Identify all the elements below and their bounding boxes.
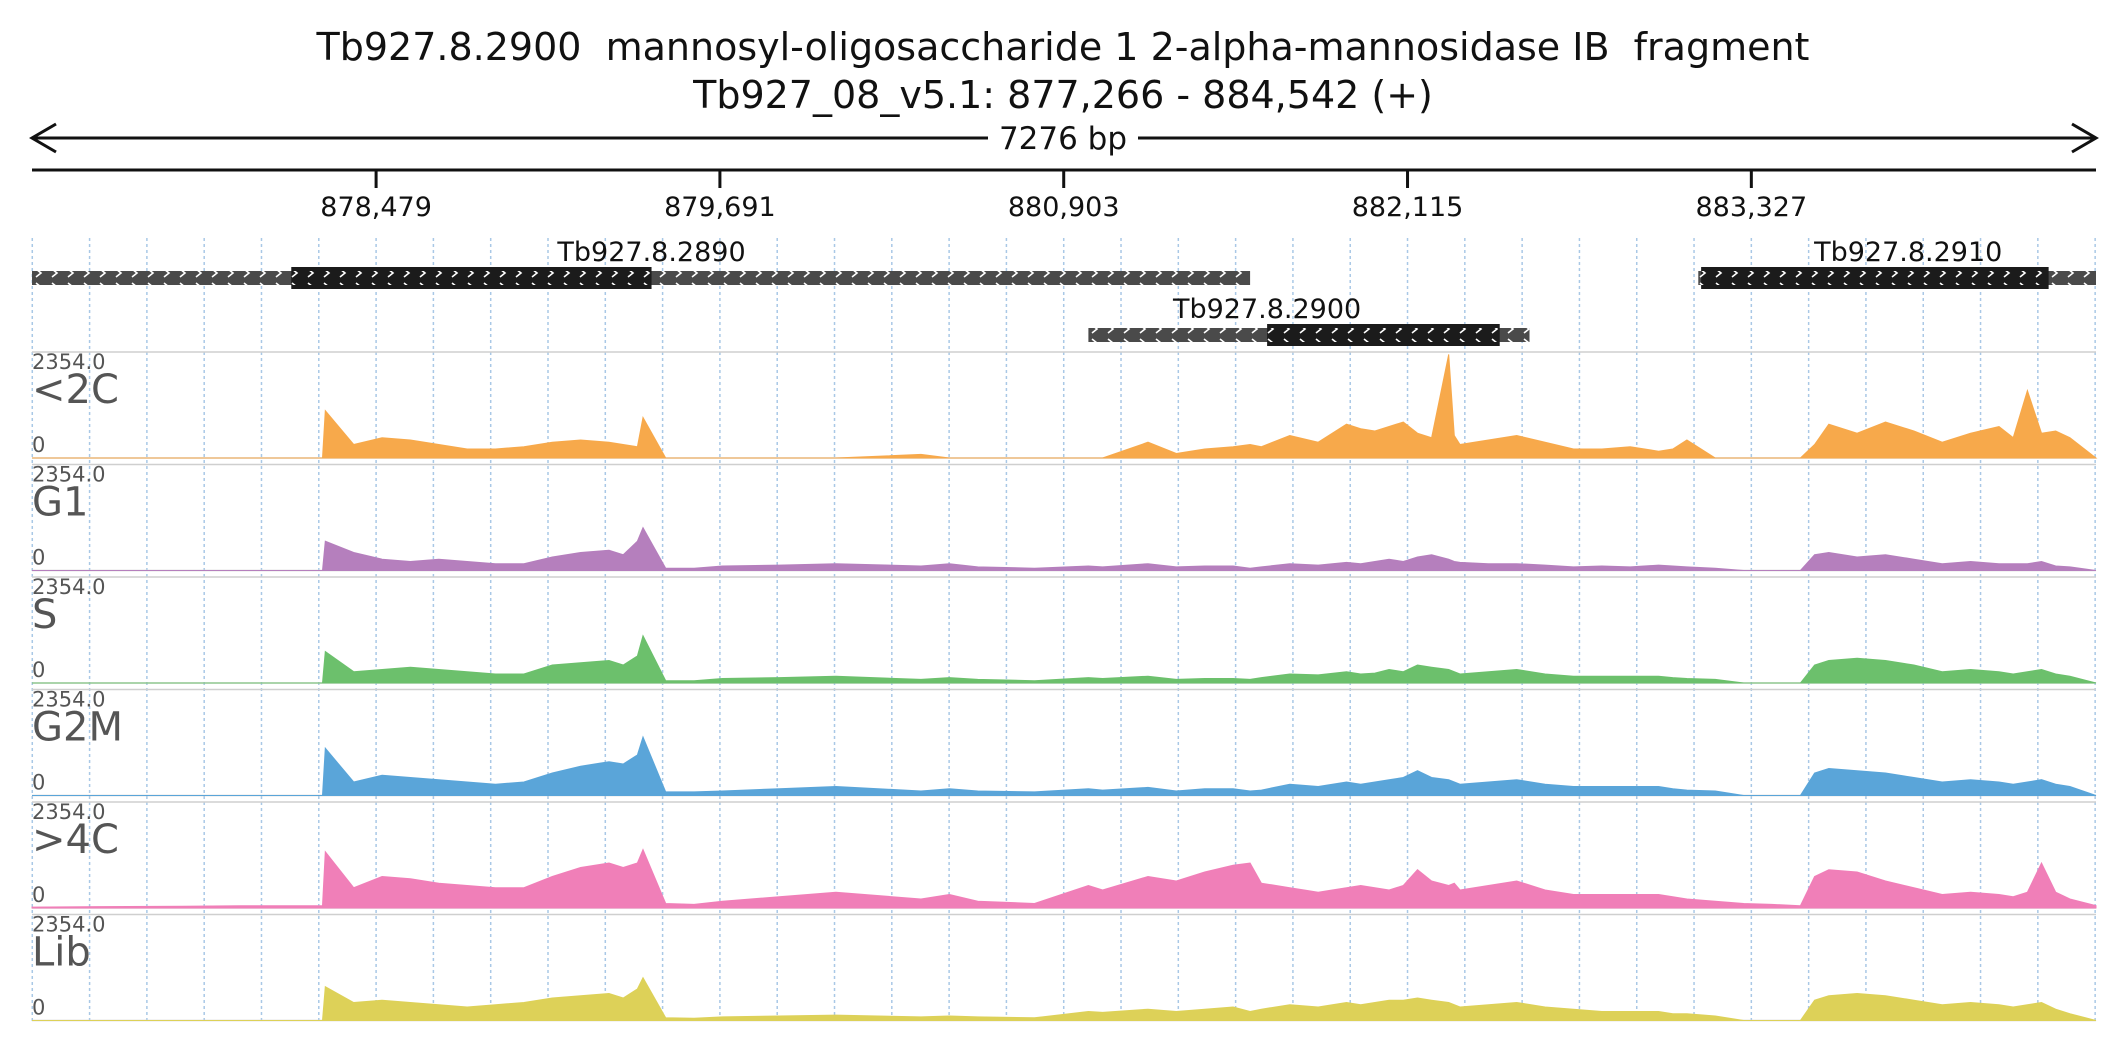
coverage-area (31, 848, 2097, 909)
coverage-tracks: 2354.0<2C02354.0G102354.0S02354.0G2M0235… (31, 350, 2098, 1022)
span-arrow-right-head (2071, 122, 2099, 154)
track-name: Lib (32, 930, 91, 976)
track-min-label: 0 (32, 883, 45, 907)
track-max-label: 2354.0 (32, 913, 105, 937)
coverage-area (32, 976, 2097, 1021)
track-min-label: 0 (32, 433, 45, 457)
track-min-label: 0 (32, 658, 45, 682)
gene-label: Tb927.8.2900 (1172, 294, 1361, 325)
coverage-area (32, 526, 2097, 571)
track-name: G2M (32, 705, 123, 751)
span-label-bg (988, 120, 1138, 156)
track-0: 2354.0<2C 0 (32, 350, 2098, 459)
gene-strand-chevrons (1698, 271, 2096, 285)
track-2: 2354.0S 0 (32, 575, 2097, 684)
track-1: 2354.0G1 0 (32, 463, 2097, 572)
coverage-area (32, 735, 2097, 796)
grid-lines (31, 238, 2096, 1022)
coverage-area (32, 354, 2098, 459)
track-min-label: 0 (32, 996, 45, 1020)
track-min-label: 0 (32, 771, 45, 795)
tick-label: 880,903 (1008, 192, 1120, 223)
track-max-label: 2354.0 (32, 800, 105, 824)
gene-track: Tb927.8.2890 Tb927.8.2910 Tb927.8.2900 (32, 237, 2096, 346)
chart-subtitle: Tb927_08_v5.1: 877,266 - 884,542 (+) (693, 73, 1433, 117)
chart-title: Tb927.8.2900 mannosyl-oligosaccharide 1 … (316, 25, 1810, 69)
track-name: >4C (32, 817, 119, 863)
tick-label: 883,327 (1696, 192, 1808, 223)
gene-label: Tb927.8.2910 (1813, 237, 2002, 268)
tick-label: 882,115 (1352, 192, 1464, 223)
coverage-area (32, 634, 2097, 684)
track-min-label: 0 (32, 546, 45, 570)
track-max-label: 2354.0 (32, 350, 105, 374)
span-arrow: 7276 bp (29, 120, 2099, 157)
track-name: G1 (32, 480, 88, 526)
tick-label: 878,479 (320, 192, 432, 223)
track-max-label: 2354.0 (32, 688, 105, 712)
span-arrow-left-head (29, 122, 57, 154)
gene-label: Tb927.8.2890 (556, 237, 745, 268)
span-label: 7276 bp (999, 121, 1127, 157)
track-max-label: 2354.0 (32, 575, 105, 599)
track-name: S (32, 592, 57, 638)
coordinate-axis: 878,479 879,691 880,903 882,115 883,327 (32, 168, 2096, 223)
gene-strand-chevrons (1088, 328, 1530, 342)
track-name: <2C (32, 367, 119, 413)
track-max-label: 2354.0 (32, 463, 105, 487)
tick-label: 879,691 (664, 192, 776, 223)
gene-strand-chevrons (32, 271, 1251, 285)
track-4: 2354.0>4C 0 (31, 800, 2097, 909)
